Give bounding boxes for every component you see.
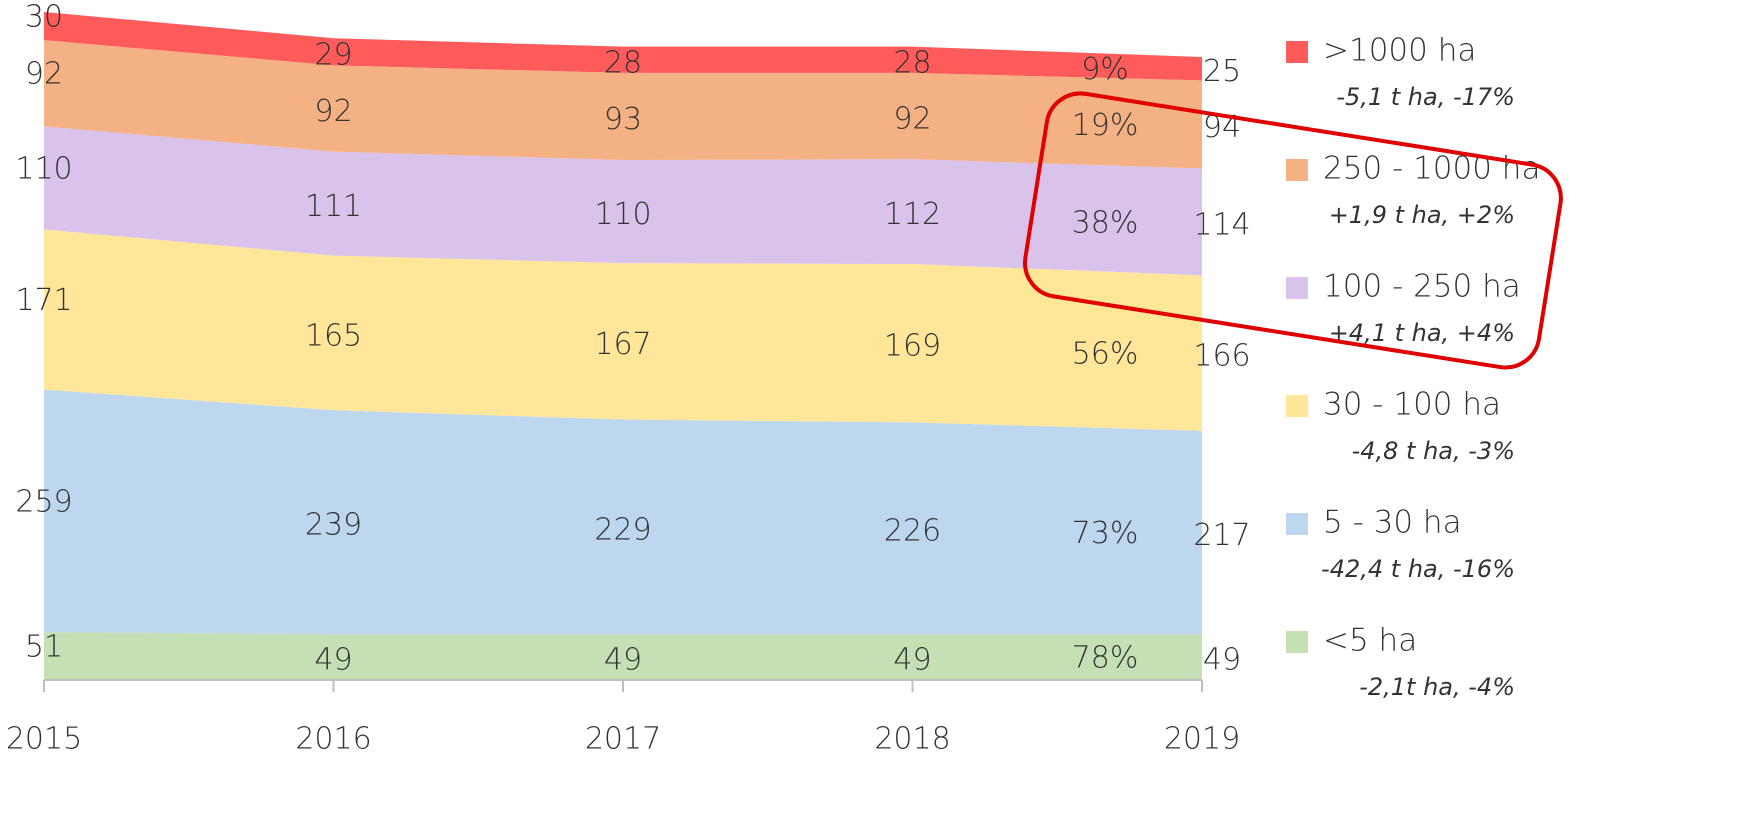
share-label: 73%	[1072, 516, 1139, 551]
x-tick-label: 2018	[874, 722, 950, 757]
data-label: 92	[25, 57, 63, 92]
data-label: 171	[15, 283, 72, 318]
legend-swatch	[1286, 277, 1308, 299]
data-label: 110	[594, 197, 651, 232]
data-label: 28	[604, 45, 642, 80]
share-label: 19%	[1072, 108, 1139, 143]
data-label: 111	[305, 189, 362, 224]
share-label: 56%	[1072, 337, 1139, 372]
data-label: 51	[25, 630, 63, 665]
data-label: 49	[604, 643, 642, 678]
data-label: 112	[884, 197, 941, 232]
share-label: 78%	[1072, 641, 1139, 676]
area	[44, 229, 1202, 431]
legend-swatch	[1286, 41, 1308, 63]
legend-label: >1000 ha	[1323, 33, 1476, 69]
data-label: 239	[305, 508, 362, 543]
legend-note: +1,9 t ha, +2%	[1329, 201, 1515, 229]
highlight-box	[1022, 91, 1563, 370]
area	[44, 12, 1202, 81]
data-label: 165	[305, 318, 362, 353]
area	[44, 389, 1202, 635]
data-label: 167	[594, 327, 651, 362]
area	[44, 40, 1202, 169]
x-tick-label: 2016	[295, 722, 371, 757]
legend-swatch	[1286, 395, 1308, 417]
area	[44, 126, 1202, 276]
share-label: 38%	[1072, 205, 1139, 240]
data-label: 259	[15, 484, 72, 519]
x-tick-label: 2019	[1164, 722, 1240, 757]
share-label: 9%	[1081, 52, 1129, 87]
data-label: 93	[604, 102, 642, 137]
data-label: 49	[1203, 643, 1241, 678]
legend-swatch	[1286, 631, 1308, 653]
legend-note: -4,8 t ha, -3%	[1352, 437, 1515, 465]
legend-swatch	[1286, 513, 1308, 535]
data-label: 25	[1203, 54, 1241, 89]
x-tick-label: 2017	[585, 722, 661, 757]
data-label: 92	[893, 101, 931, 136]
legend-swatch	[1286, 159, 1308, 181]
data-label: 92	[314, 94, 352, 129]
legend-note: -42,4 t ha, -16%	[1321, 555, 1515, 583]
data-label: 114	[1193, 207, 1250, 242]
data-label: 217	[1193, 518, 1250, 553]
data-label: 110	[15, 151, 72, 186]
legend-label: 100 - 250 ha	[1323, 269, 1521, 305]
labels: 51 49 49 49 49 78% <5 ha -2,1t ha, -4% 259 239 229…	[6, 0, 1541, 757]
legend-label: <5 ha	[1323, 623, 1417, 659]
data-label: 169	[884, 329, 941, 364]
legend-label: 250 - 1000 ha	[1323, 151, 1540, 187]
legend-note: +4,1 t ha, +4%	[1329, 319, 1515, 347]
data-label: 49	[893, 643, 931, 678]
legend-label: 30 - 100 ha	[1323, 387, 1501, 423]
x-tick-label: 2015	[6, 722, 82, 757]
legend-note: -2,1t ha, -4%	[1359, 673, 1515, 701]
area	[44, 632, 1202, 680]
data-label: 229	[594, 512, 651, 547]
data-label: 30	[25, 0, 63, 35]
data-label: 49	[314, 643, 352, 678]
data-label: 226	[884, 514, 941, 549]
legend-note: -5,1 t ha, -17%	[1336, 83, 1515, 111]
areas	[44, 12, 1202, 680]
legend-label: 5 - 30 ha	[1323, 505, 1462, 541]
data-label: 29	[314, 37, 352, 72]
data-label: 166	[1193, 339, 1250, 374]
data-label: 28	[893, 45, 931, 80]
